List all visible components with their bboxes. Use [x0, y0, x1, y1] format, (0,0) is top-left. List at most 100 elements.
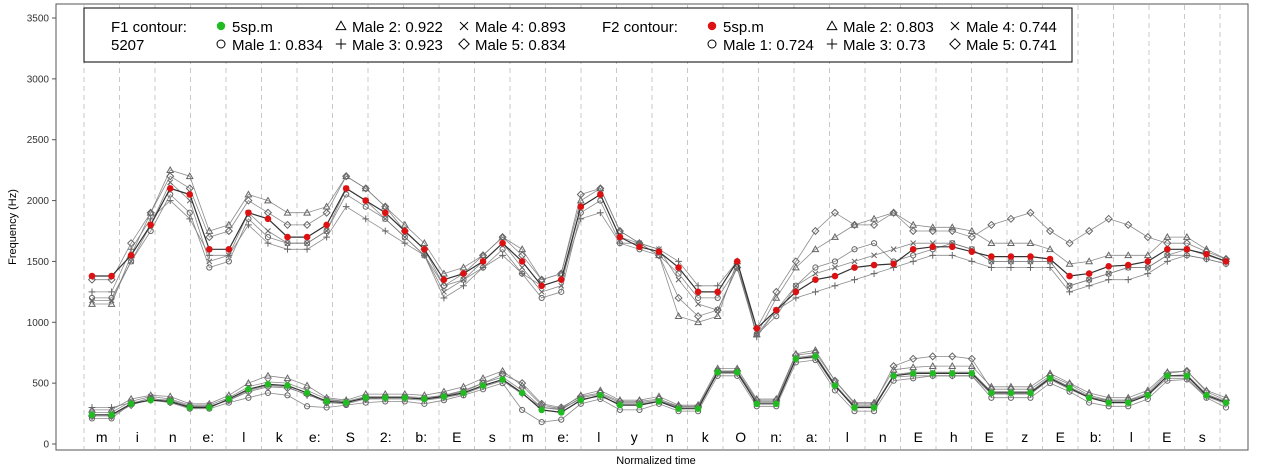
y-tick-label: 0 [43, 440, 49, 451]
data-point [1006, 239, 1015, 247]
data-point [831, 258, 839, 265]
data-point [1027, 389, 1034, 397]
data-point [889, 362, 898, 371]
data-point [636, 401, 643, 409]
data-point [166, 185, 174, 192]
data-point [714, 294, 721, 302]
data-point [1105, 399, 1112, 406]
data-point [694, 405, 702, 413]
data-point [284, 233, 291, 241]
data-point [519, 264, 526, 271]
data-point [655, 398, 663, 405]
y-axis: 0 500 1000 1500 2000 2500 3000 3500 [27, 14, 56, 451]
legend-item-label: Male 2: 0.922 [352, 19, 443, 36]
data-point [342, 172, 351, 181]
data-point [323, 233, 331, 241]
data-point [479, 382, 487, 389]
data-point [851, 404, 858, 411]
data-point [988, 253, 995, 260]
data-point [440, 282, 448, 289]
segment-label: l [242, 429, 245, 445]
data-point [284, 382, 291, 389]
data-point [928, 226, 937, 236]
data-point [382, 215, 389, 222]
series-layer [87, 166, 1231, 426]
data-point [323, 404, 330, 411]
x-axis-title: Normalized time [616, 455, 695, 467]
data-point [910, 240, 917, 247]
data-point [909, 370, 917, 377]
data-point [342, 185, 350, 192]
data-point [518, 379, 527, 388]
data-point [107, 275, 116, 284]
legend-item-label: Male 5: 0.741 [966, 37, 1057, 54]
data-point [1027, 258, 1034, 265]
data-point [108, 288, 115, 296]
data-point [342, 399, 350, 406]
data-point [812, 270, 819, 277]
segment-label: s [1199, 429, 1206, 445]
data-point [1066, 288, 1073, 296]
data-point [265, 228, 271, 234]
data-point [733, 263, 742, 272]
data-point [987, 220, 996, 230]
data-point [910, 252, 917, 259]
data-point [1164, 252, 1171, 259]
data-point [381, 227, 389, 235]
data-point [1124, 261, 1132, 269]
data-point [167, 179, 174, 186]
data-point [264, 381, 272, 388]
legend-item-label: Male 5: 0.834 [475, 37, 566, 54]
data-point [479, 258, 487, 265]
data-point [929, 370, 937, 377]
data-point [538, 282, 545, 290]
data-point [695, 301, 702, 307]
data-point [773, 400, 780, 408]
data-point [791, 257, 800, 266]
data-point [713, 312, 722, 320]
data-point [792, 355, 800, 363]
data-point [890, 372, 897, 380]
data-point [284, 240, 291, 247]
data-point [773, 306, 780, 314]
data-point [558, 288, 565, 295]
data-point [1065, 239, 1074, 248]
data-point [322, 208, 331, 217]
segment-label: l [597, 429, 600, 445]
data-point [851, 246, 858, 253]
data-point [1144, 270, 1152, 277]
data-point [792, 288, 800, 296]
data-point [557, 276, 565, 283]
data-point [362, 394, 370, 402]
data-point [1066, 384, 1073, 392]
data-point [89, 297, 95, 304]
data-point [929, 251, 937, 259]
segment-label: n [666, 429, 674, 445]
data-point [674, 312, 683, 320]
data-point [1007, 264, 1015, 271]
data-point [1006, 214, 1016, 223]
segment-label: n: [770, 429, 782, 445]
data-point [909, 226, 918, 236]
data-point [127, 400, 135, 408]
data-point [499, 251, 506, 259]
data-point [558, 416, 565, 423]
data-point [675, 258, 682, 265]
data-point [1104, 214, 1113, 223]
segment-label: E [985, 429, 994, 445]
data-point [1045, 226, 1055, 236]
data-point [889, 208, 898, 216]
data-point [88, 299, 96, 307]
data-point [108, 297, 115, 304]
data-point [264, 215, 272, 223]
data-point [244, 196, 253, 205]
legend-plus-icon [826, 38, 838, 50]
data-point [283, 208, 292, 216]
segment-label: E [452, 429, 461, 445]
data-point [616, 401, 624, 409]
data-point [1124, 399, 1132, 406]
data-point [401, 227, 409, 235]
data-point [166, 172, 175, 181]
data-point [733, 258, 741, 265]
data-point [812, 353, 819, 360]
